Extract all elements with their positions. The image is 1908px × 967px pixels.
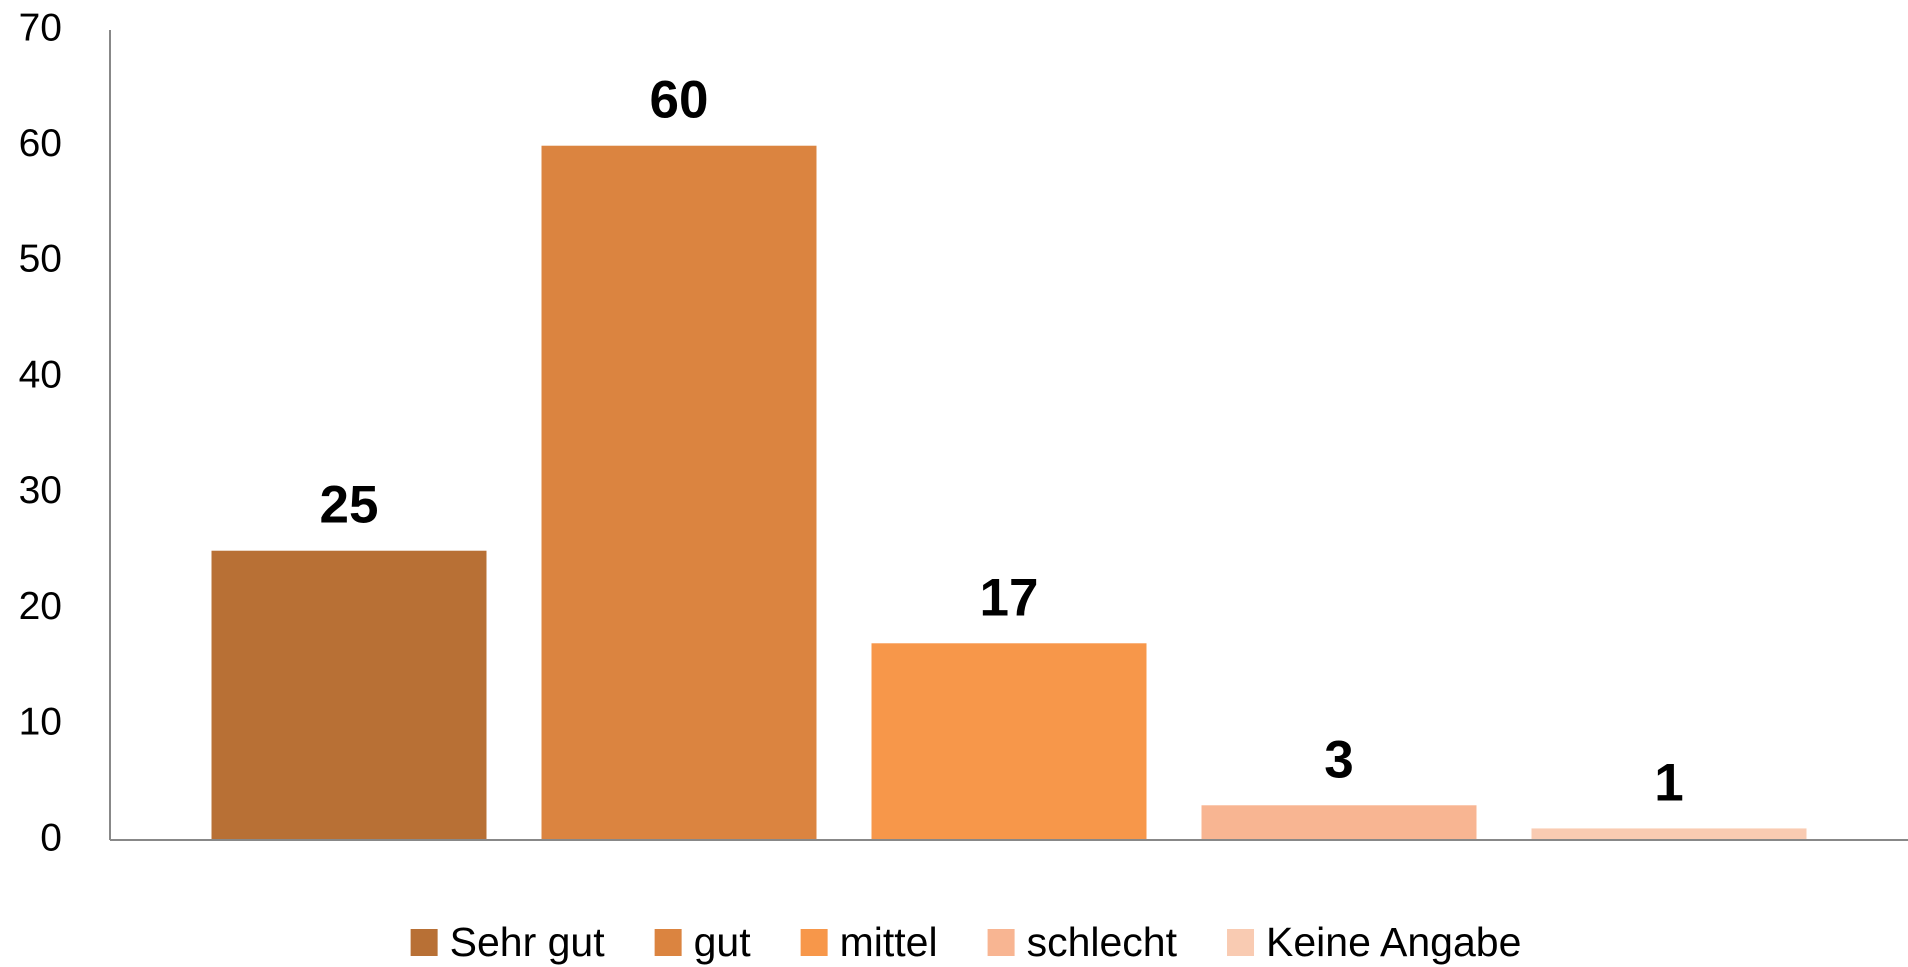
bar xyxy=(871,643,1147,840)
y-tick-label: 20 xyxy=(19,585,62,628)
y-tick-label: 0 xyxy=(40,816,62,859)
legend-label: Sehr gut xyxy=(450,919,606,965)
data-label: 1 xyxy=(1654,753,1683,812)
legend-label: gut xyxy=(694,919,752,965)
y-tick-label: 10 xyxy=(19,701,62,744)
legend-label: mittel xyxy=(840,919,938,965)
legend-swatch xyxy=(800,929,828,956)
y-tick-label: 70 xyxy=(19,6,62,49)
y-tick-label: 30 xyxy=(19,469,62,512)
legend-swatch xyxy=(987,929,1015,956)
legend-label: schlecht xyxy=(1027,919,1178,965)
bar xyxy=(1531,828,1807,840)
legend-swatch xyxy=(654,929,682,956)
bar xyxy=(541,145,817,840)
legend-swatch xyxy=(1227,929,1255,956)
data-label: 3 xyxy=(1324,730,1353,789)
y-tick-label: 50 xyxy=(19,238,62,281)
bar xyxy=(211,550,487,840)
data-label: 17 xyxy=(980,568,1039,627)
y-tick-label: 60 xyxy=(19,122,62,165)
data-label: 25 xyxy=(320,476,379,535)
legend-label: Keine Angabe xyxy=(1266,919,1521,965)
bar xyxy=(1201,805,1477,840)
data-label: 60 xyxy=(650,71,709,130)
y-tick-label: 40 xyxy=(19,353,62,396)
legend-swatch xyxy=(410,929,438,956)
